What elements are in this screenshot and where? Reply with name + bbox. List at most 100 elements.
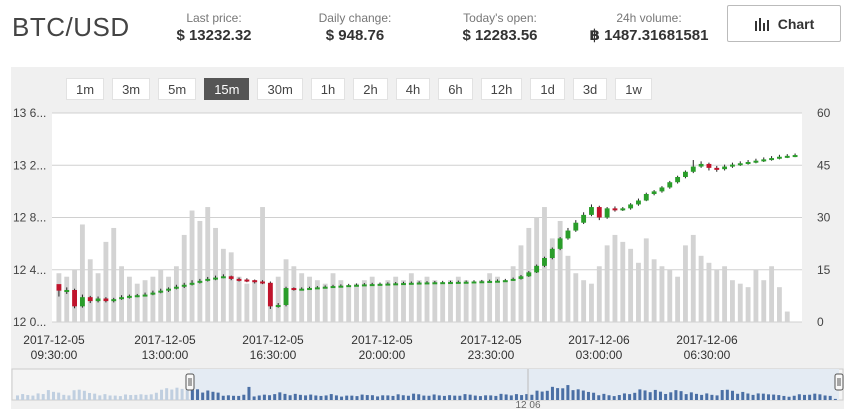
candle-body <box>581 214 587 223</box>
timeframe-button-2h[interactable]: 2h <box>353 78 388 100</box>
navigator-volume-bar <box>391 395 395 400</box>
volume-bar <box>87 259 93 322</box>
navigator-volume-bar <box>736 393 740 400</box>
timeframe-button-6h[interactable]: 6h <box>438 78 473 100</box>
volume-bar <box>197 220 203 322</box>
navigator-volume-bar <box>77 389 81 400</box>
navigator-volume-bar <box>458 395 462 400</box>
navigator-volume-bar <box>118 396 122 400</box>
timeframe-button-3m[interactable]: 3m <box>112 78 151 100</box>
volume-bar <box>440 283 446 322</box>
navigator-volume-bar <box>787 396 791 400</box>
navigator-volume-bar <box>185 388 189 400</box>
candle-body <box>314 287 320 290</box>
navigator-volume-bar <box>566 385 570 400</box>
volume-bar <box>753 269 759 322</box>
volume-bar <box>401 280 406 322</box>
navigator-volume-bar <box>196 389 200 400</box>
navigator-volume-bar <box>154 392 158 400</box>
candle-body <box>722 166 728 170</box>
candle-body <box>79 297 85 307</box>
navigator-volume-bar <box>648 392 652 400</box>
timeframe-button-12h[interactable]: 12h <box>480 78 523 100</box>
navigator-volume-bar <box>617 395 621 400</box>
timeframe-button-4h[interactable]: 4h <box>395 78 431 100</box>
volume-bar <box>502 280 508 322</box>
volume-bar <box>103 241 109 322</box>
timeframe-button-30m[interactable]: 30m <box>257 78 303 100</box>
candle-body <box>244 279 250 282</box>
volume-bar <box>745 287 751 322</box>
navigator-volume-bar <box>766 394 770 400</box>
timeframe-button-1w[interactable]: 1w <box>615 78 652 100</box>
navigator-left-handle[interactable] <box>185 373 195 391</box>
candle-body <box>56 284 62 291</box>
candle-body <box>260 281 265 284</box>
navigator-volume-bar <box>777 395 781 400</box>
chart-button[interactable]: Chart <box>727 5 841 42</box>
volume-bar <box>314 280 320 322</box>
navigator-volume-bar <box>190 385 194 400</box>
x-axis-date-label: 2017-12-06 <box>568 333 630 347</box>
navigator-volume-bar <box>478 396 482 400</box>
volume-bar <box>150 276 156 322</box>
navigator-volume-bar <box>216 392 220 400</box>
candle-body <box>620 208 626 211</box>
navigator-volume-bar <box>581 390 585 400</box>
navigator-volume-bar <box>355 396 359 400</box>
volume-bar <box>643 238 649 322</box>
volume-bar <box>683 245 688 322</box>
navigator-volume-bar <box>715 395 719 400</box>
candle-body <box>197 280 203 283</box>
volume-bar <box>776 287 782 322</box>
navigator-volume-bar <box>324 395 328 400</box>
navigator-volume-bar <box>211 391 215 400</box>
candle-body <box>596 207 602 218</box>
candle-body <box>651 191 657 194</box>
timeframe-button-1h[interactable]: 1h <box>310 78 346 100</box>
candle-body <box>776 156 782 159</box>
timeframe-button-15m[interactable]: 15m <box>204 78 250 100</box>
navigator-volume-bar <box>643 390 647 400</box>
candle-body <box>502 280 508 283</box>
candle-body <box>236 278 242 281</box>
volume-bar <box>557 220 563 322</box>
candle-body <box>134 295 140 298</box>
candle-body <box>158 290 164 293</box>
header: BTC/USD Last price: $ 13232.32 Daily cha… <box>0 0 853 60</box>
candle-body <box>675 177 681 183</box>
x-axis-date-label: 2017-12-05 <box>23 333 85 347</box>
navigator-volume-bar <box>453 395 457 400</box>
navigator-right-handle[interactable] <box>834 373 844 391</box>
price-tick-label: 13 6... <box>13 106 46 120</box>
timeframe-button-5m[interactable]: 5m <box>158 78 197 100</box>
navigator-volume-bar <box>232 395 236 400</box>
navigator-volume-bar <box>540 391 544 400</box>
navigator-volume-bar <box>36 393 40 400</box>
volume-bar <box>338 280 344 322</box>
timeframe-button-1m[interactable]: 1m <box>66 78 105 100</box>
navigator-volume-bar <box>602 393 606 400</box>
navigator-volume-bar <box>694 393 698 400</box>
volume-bar <box>252 280 258 322</box>
navigator-volume-bar <box>376 396 380 400</box>
volume-bar <box>189 210 195 322</box>
daily-change-value: $ 948.76 <box>325 27 385 44</box>
candle-body <box>745 161 751 164</box>
candle-body <box>612 208 618 211</box>
candle-body <box>377 283 383 286</box>
navigator-volume-bar <box>653 389 657 400</box>
volume-bar <box>581 280 587 322</box>
volume-bar <box>79 224 85 322</box>
candle-body <box>95 298 101 302</box>
volume-bar <box>322 283 328 322</box>
candle-body <box>542 257 547 266</box>
timeframe-button-1d[interactable]: 1d <box>530 78 565 100</box>
navigator-volume-bar <box>88 392 92 400</box>
volume-bar <box>659 266 665 322</box>
candle-body <box>698 163 704 167</box>
timeframe-button-3d[interactable]: 3d <box>572 78 608 100</box>
navigator-volume-bar <box>499 393 503 400</box>
last-price-value: $ 13232.32 <box>176 27 252 44</box>
